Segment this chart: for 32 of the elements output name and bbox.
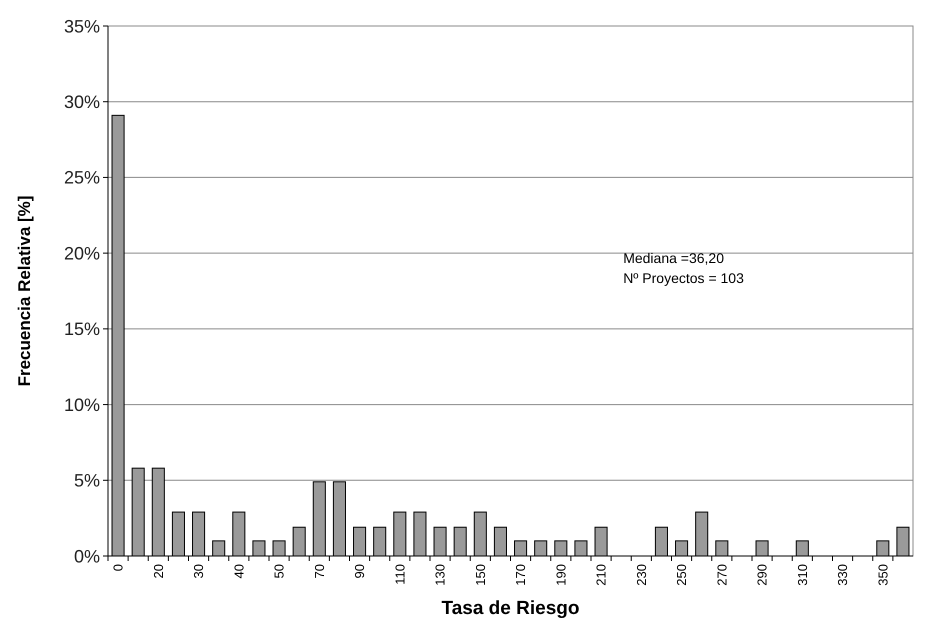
- x-tick-label: 110: [392, 564, 408, 585]
- y-tick-label: 25%: [64, 168, 100, 188]
- y-tick-label: 15%: [64, 319, 100, 340]
- y-tick-label: 35%: [64, 16, 100, 36]
- x-tick-label: 170: [513, 564, 528, 586]
- x-tick-label: 90: [352, 564, 368, 578]
- x-tick-label: 130: [432, 564, 448, 586]
- y-tick-label: 10%: [64, 394, 100, 415]
- x-tick-label: 0: [110, 564, 126, 572]
- x-tick-label: 190: [553, 564, 568, 586]
- x-tick-label: 310: [794, 564, 810, 586]
- x-tick-label: 40: [231, 564, 246, 578]
- x-tick-label: 210: [594, 564, 609, 586]
- y-tick-label: 5%: [74, 470, 100, 491]
- y-axis-title: Frecuencia Relativa [%]: [15, 196, 34, 386]
- y-tick-label: 30%: [64, 92, 100, 112]
- x-tick-label: 230: [634, 564, 649, 586]
- x-tick-label: 70: [312, 564, 327, 578]
- y-tick-label: 0%: [74, 546, 100, 566]
- x-tick-label: 290: [754, 564, 770, 586]
- annotation: Mediana =36,20: [623, 250, 724, 266]
- x-tick-label: 330: [835, 564, 850, 586]
- x-tick-label: 50: [272, 564, 287, 578]
- x-axis-title: Tasa de Riesgo: [442, 598, 580, 619]
- x-tick-label: 250: [674, 564, 690, 586]
- x-tick-label: 270: [714, 564, 730, 586]
- y-tick-label: 20%: [64, 243, 100, 264]
- x-tick-label: 150: [472, 564, 488, 586]
- annotation: Nº Proyectos = 103: [623, 270, 744, 286]
- x-tick-label: 20: [150, 564, 166, 578]
- x-tick-label: 350: [875, 564, 890, 586]
- x-tick-label: 30: [191, 564, 206, 578]
